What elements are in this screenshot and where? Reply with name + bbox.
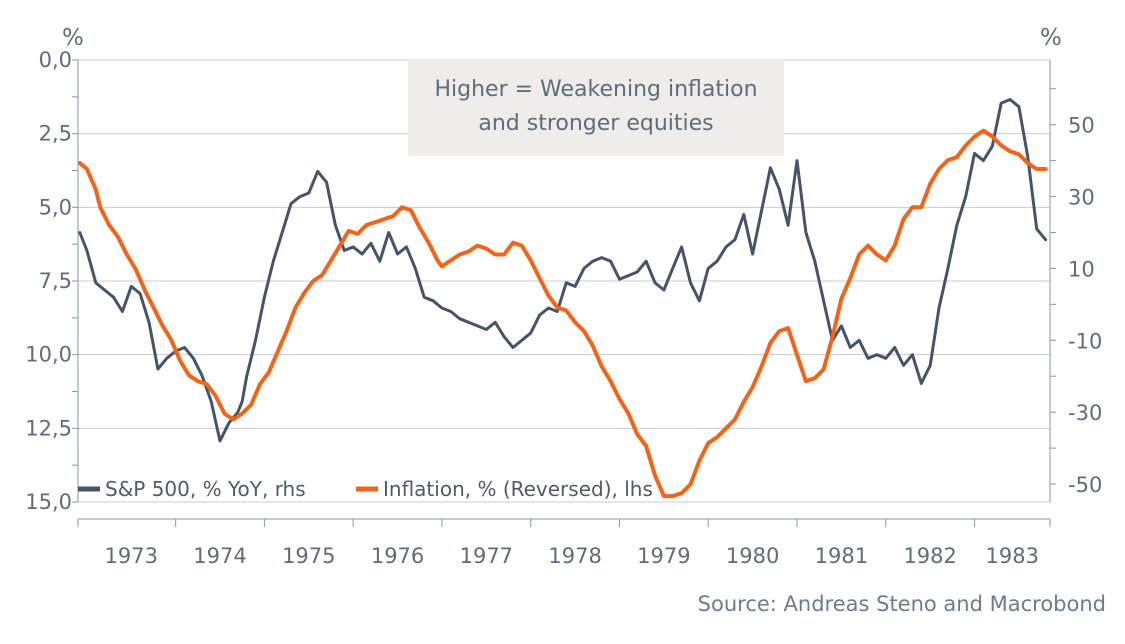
x-tick-label: 1975 <box>282 544 335 568</box>
x-axis: 1973 1974 1975 1976 1977 1978 1979 1980 1981 1982… <box>77 518 1051 568</box>
left-tick-label: 7,5 <box>39 269 72 293</box>
x-tick-label: 1983 <box>986 544 1039 568</box>
legend-label-sp500: S&P 500, % YoY, rhs <box>105 477 306 501</box>
x-tick-label: 1980 <box>726 544 779 568</box>
left-tick-label: 2,5 <box>39 122 72 146</box>
x-tick-label: 1973 <box>105 544 158 568</box>
x-tick-label: 1978 <box>548 544 601 568</box>
left-tick-label: 12,5 <box>25 416 72 440</box>
left-tick-label: 0,0 <box>39 48 72 72</box>
x-tick-label: 1974 <box>193 544 246 568</box>
left-tick-label: 15,0 <box>25 490 72 514</box>
legend-label-inflation: Inflation, % (Reversed), lhs <box>383 477 653 501</box>
gridlines <box>78 59 1050 503</box>
right-axis: % 50 30 10 -10 -30 -50 <box>1040 25 1102 502</box>
right-tick-label: 10 <box>1068 257 1095 281</box>
x-tick-label: 1979 <box>637 544 690 568</box>
x-tick-label: 1976 <box>371 544 424 568</box>
left-tick-label: 10,0 <box>25 343 72 367</box>
x-tick-label: 1982 <box>903 544 956 568</box>
annotation-line-2: and stronger equities <box>478 111 714 136</box>
legend: S&P 500, % YoY, rhs Inflation, % (Revers… <box>78 477 653 501</box>
right-tick-label: 30 <box>1068 186 1095 210</box>
right-axis-unit-label: % <box>1040 25 1062 51</box>
x-tick-label: 1981 <box>815 544 868 568</box>
left-tick-label: 5,0 <box>39 195 72 219</box>
left-axis: % 0,0 2,5 5,0 7,5 10,0 12,5 15,0 <box>25 25 84 514</box>
right-tick-label: -10 <box>1068 329 1102 353</box>
annotation-line-1: Higher = Weakening inflation <box>434 77 758 102</box>
right-tick-label: 50 <box>1068 114 1095 138</box>
series-layer <box>77 98 1048 499</box>
sp500-line <box>78 98 1048 443</box>
right-tick-label: -50 <box>1068 473 1102 497</box>
x-tick-label: 1977 <box>460 544 513 568</box>
right-tick-label: -30 <box>1068 401 1102 425</box>
annotation-box: Higher = Weakening inflation and stronge… <box>408 60 784 156</box>
source-note: Source: Andreas Steno and Macrobond <box>697 592 1106 616</box>
inflation-line <box>77 128 1048 499</box>
left-axis-unit-label: % <box>62 25 84 51</box>
